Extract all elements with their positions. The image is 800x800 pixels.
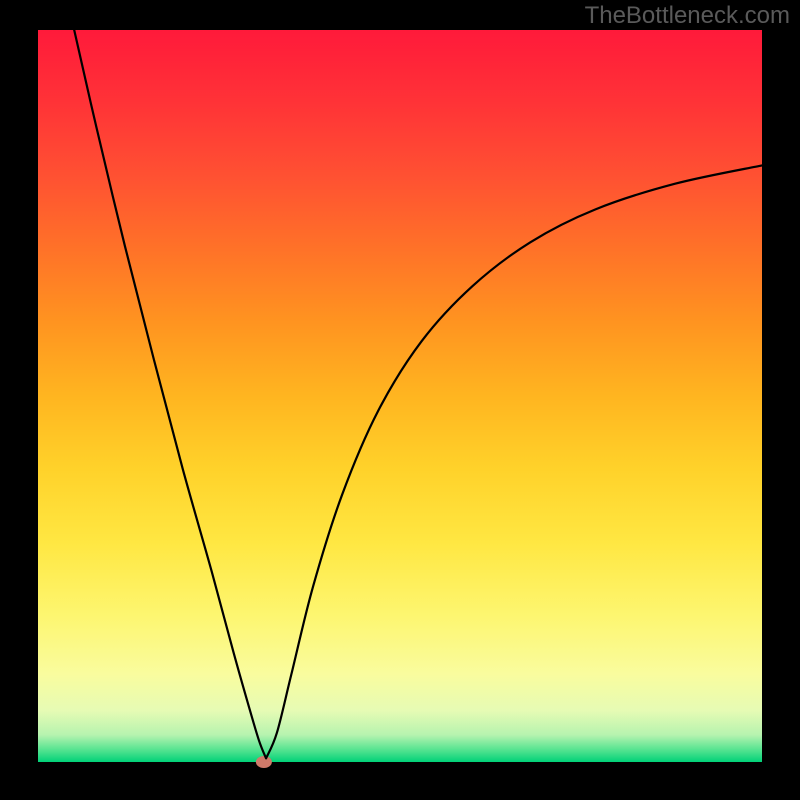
- watermark-text: TheBottleneck.com: [585, 2, 790, 30]
- plot-background: [38, 30, 762, 762]
- minimum-marker: [256, 756, 272, 768]
- bottleneck-chart: [0, 0, 800, 800]
- chart-container: TheBottleneck.com: [0, 0, 800, 800]
